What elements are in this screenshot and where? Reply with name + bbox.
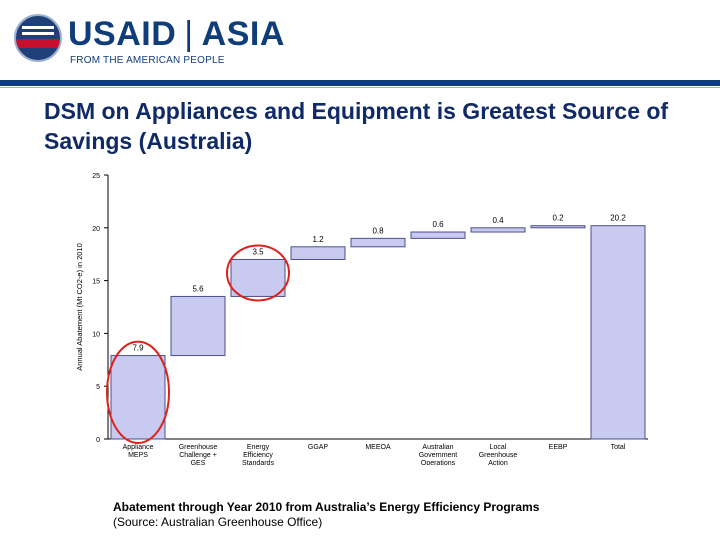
x-tick-label-line: Energy [247, 444, 270, 451]
x-tick-label: GGAP [308, 444, 329, 451]
waterfall-bar [590, 225, 646, 440]
waterfall-bar [470, 227, 526, 233]
waterfall-bar [170, 295, 226, 357]
y-tick-label: 15 [92, 279, 100, 286]
x-tick-label: MEEOA [365, 444, 391, 451]
y-tick-label: 20 [92, 226, 100, 233]
slide-header: USAID | ASIA FROM THE AMERICAN PEOPLE [0, 0, 720, 80]
y-tick-label: 10 [92, 331, 100, 338]
bar-data-label: 20.2 [610, 214, 626, 223]
bar-data-label: 5.6 [192, 284, 204, 293]
usaid-logo: USAID | ASIA [68, 14, 285, 54]
x-tick-label-line: MEEOA [365, 444, 391, 451]
logo-separator: | [184, 15, 194, 53]
highlight-ellipse [106, 340, 170, 444]
x-tick-label-line: Action [488, 460, 508, 465]
waterfall-bar [350, 237, 406, 248]
bar-data-label: 0.2 [552, 214, 564, 223]
logo-primary: USAID [68, 15, 177, 53]
x-tick-label-line: Greenhouse [479, 452, 518, 459]
x-tick-label: Local Greenhouse Action [479, 444, 518, 465]
x-tick-label-line: GGAP [308, 444, 329, 451]
x-tick-label-line: Total [611, 444, 626, 451]
usaid-seal-icon [14, 14, 62, 62]
x-tick-label: Greenhouse Challenge + GES [179, 444, 218, 465]
bar-data-label: 7.9 [132, 344, 144, 353]
waterfall-bar [410, 231, 466, 239]
logo-region: ASIA [201, 15, 285, 53]
bar-data-label: 0.6 [432, 220, 444, 229]
x-tick-label: EnergyEfficiencyStandardsfor Buildings [239, 444, 278, 465]
x-tick-label-line: MEPS [128, 452, 148, 459]
slide-caption: Abatement through Year 2010 from Austral… [113, 500, 539, 530]
logo-tagline: FROM THE AMERICAN PEOPLE [70, 55, 225, 66]
y-axis-title: Annual Abatement (Mt CO2-e) in 2010 [75, 243, 84, 371]
waterfall-bar [230, 258, 286, 297]
header-rule-accent [0, 87, 720, 88]
x-tick-label-line: Appliance [123, 444, 154, 451]
x-tick-label-line: Operations [421, 460, 456, 465]
bar-data-label: 3.5 [252, 247, 264, 256]
abatement-waterfall-chart: 0 5 10 15 20 25 Annual Abatement (Mt CO2-e) in… [75, 173, 648, 465]
slide-title: DSM on Appliances and Equipment is Great… [44, 98, 669, 154]
waterfall-bar [530, 225, 586, 229]
x-tick-label-line: Efficiency [243, 452, 273, 459]
bar-data-label: 0.4 [492, 216, 504, 225]
x-tick-label-line: Greenhouse [179, 444, 218, 451]
waterfall-bar [290, 246, 346, 260]
x-tick-label: Australian Government Operations [419, 444, 458, 465]
header-rule [0, 80, 720, 86]
x-tick-label-line: Standards [242, 460, 274, 465]
y-tick-label: 0 [96, 437, 100, 444]
bar-data-label: 0.8 [372, 226, 384, 235]
x-tick-label-line: GES [191, 460, 206, 465]
x-tick-label: EEBP [549, 444, 568, 451]
caption-title: Abatement through Year 2010 from Austral… [113, 500, 540, 514]
x-tick-label-line: Local [490, 444, 507, 451]
x-tick-label: Appliance MEPS [123, 444, 154, 459]
highlight-ellipse [226, 244, 290, 302]
x-tick-label-line: Challenge + [179, 452, 217, 459]
y-tick-label: 5 [96, 384, 100, 391]
y-tick-label: 25 [92, 173, 100, 180]
x-tick-label-line: Australian [422, 444, 453, 451]
x-tick-label-line: Government [419, 452, 458, 459]
waterfall-bar [110, 355, 166, 440]
x-tick-label: Total [611, 444, 626, 451]
x-tick-label-line: EEBP [549, 444, 568, 451]
bar-data-label: 1.2 [312, 235, 324, 244]
caption-source: (Source: Australian Greenhouse Office) [113, 515, 323, 529]
